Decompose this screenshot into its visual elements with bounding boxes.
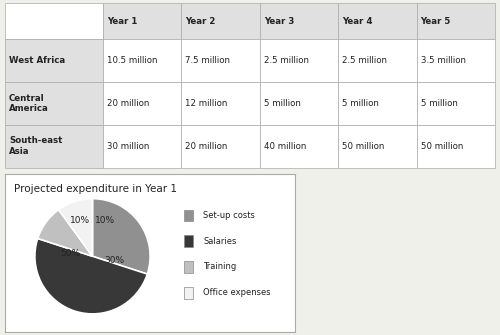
- Text: Salaries: Salaries: [203, 237, 236, 246]
- Bar: [5, 3, 103, 40]
- Bar: [416, 3, 495, 40]
- Text: Central
America: Central America: [9, 94, 48, 113]
- Text: 40 million: 40 million: [264, 142, 306, 151]
- Bar: [260, 125, 338, 168]
- Text: 7.5 million: 7.5 million: [186, 56, 230, 65]
- Text: 20 million: 20 million: [107, 99, 150, 108]
- Bar: [260, 40, 338, 82]
- Bar: [103, 3, 182, 40]
- Bar: [416, 82, 495, 125]
- Text: Year 5: Year 5: [420, 17, 451, 26]
- Text: 5 million: 5 million: [264, 99, 300, 108]
- Text: 50%: 50%: [60, 249, 80, 258]
- Text: Set-up costs: Set-up costs: [203, 211, 255, 220]
- Text: 5 million: 5 million: [420, 99, 458, 108]
- Bar: [260, 82, 338, 125]
- Bar: [338, 125, 416, 168]
- Text: West Africa: West Africa: [9, 56, 65, 65]
- Wedge shape: [35, 239, 148, 314]
- Bar: [184, 236, 192, 247]
- Text: 12 million: 12 million: [186, 99, 228, 108]
- Bar: [338, 3, 416, 40]
- Bar: [182, 3, 260, 40]
- Text: Training: Training: [203, 263, 236, 271]
- Text: Year 4: Year 4: [342, 17, 372, 26]
- Wedge shape: [92, 199, 150, 274]
- Text: 3.5 million: 3.5 million: [420, 56, 466, 65]
- Bar: [182, 125, 260, 168]
- Bar: [5, 82, 103, 125]
- Text: 5 million: 5 million: [342, 99, 379, 108]
- Text: Projected expenditure in Year 1: Projected expenditure in Year 1: [14, 184, 176, 194]
- Bar: [260, 3, 338, 40]
- Text: 30 million: 30 million: [107, 142, 150, 151]
- Text: Year 2: Year 2: [186, 17, 216, 26]
- Text: 50 million: 50 million: [420, 142, 463, 151]
- Text: 2.5 million: 2.5 million: [264, 56, 308, 65]
- Bar: [338, 40, 416, 82]
- Bar: [103, 82, 182, 125]
- Bar: [416, 125, 495, 168]
- Bar: [416, 40, 495, 82]
- Text: 50 million: 50 million: [342, 142, 384, 151]
- Text: Year 3: Year 3: [264, 17, 294, 26]
- Bar: [103, 40, 182, 82]
- Text: 30%: 30%: [104, 256, 124, 265]
- Bar: [184, 287, 192, 299]
- Text: 10%: 10%: [95, 216, 115, 225]
- Bar: [182, 40, 260, 82]
- Text: 2.5 million: 2.5 million: [342, 56, 387, 65]
- Bar: [338, 82, 416, 125]
- Bar: [5, 125, 103, 168]
- Wedge shape: [58, 199, 92, 256]
- Text: South-east
Asia: South-east Asia: [9, 136, 62, 156]
- Wedge shape: [38, 210, 92, 256]
- Bar: [184, 261, 192, 273]
- Bar: [103, 125, 182, 168]
- Bar: [5, 40, 103, 82]
- Text: Office expenses: Office expenses: [203, 288, 270, 297]
- Text: 10%: 10%: [70, 216, 90, 225]
- Text: 10.5 million: 10.5 million: [107, 56, 158, 65]
- Text: 20 million: 20 million: [186, 142, 228, 151]
- Bar: [182, 82, 260, 125]
- Text: Year 1: Year 1: [107, 17, 138, 26]
- Bar: [184, 210, 192, 221]
